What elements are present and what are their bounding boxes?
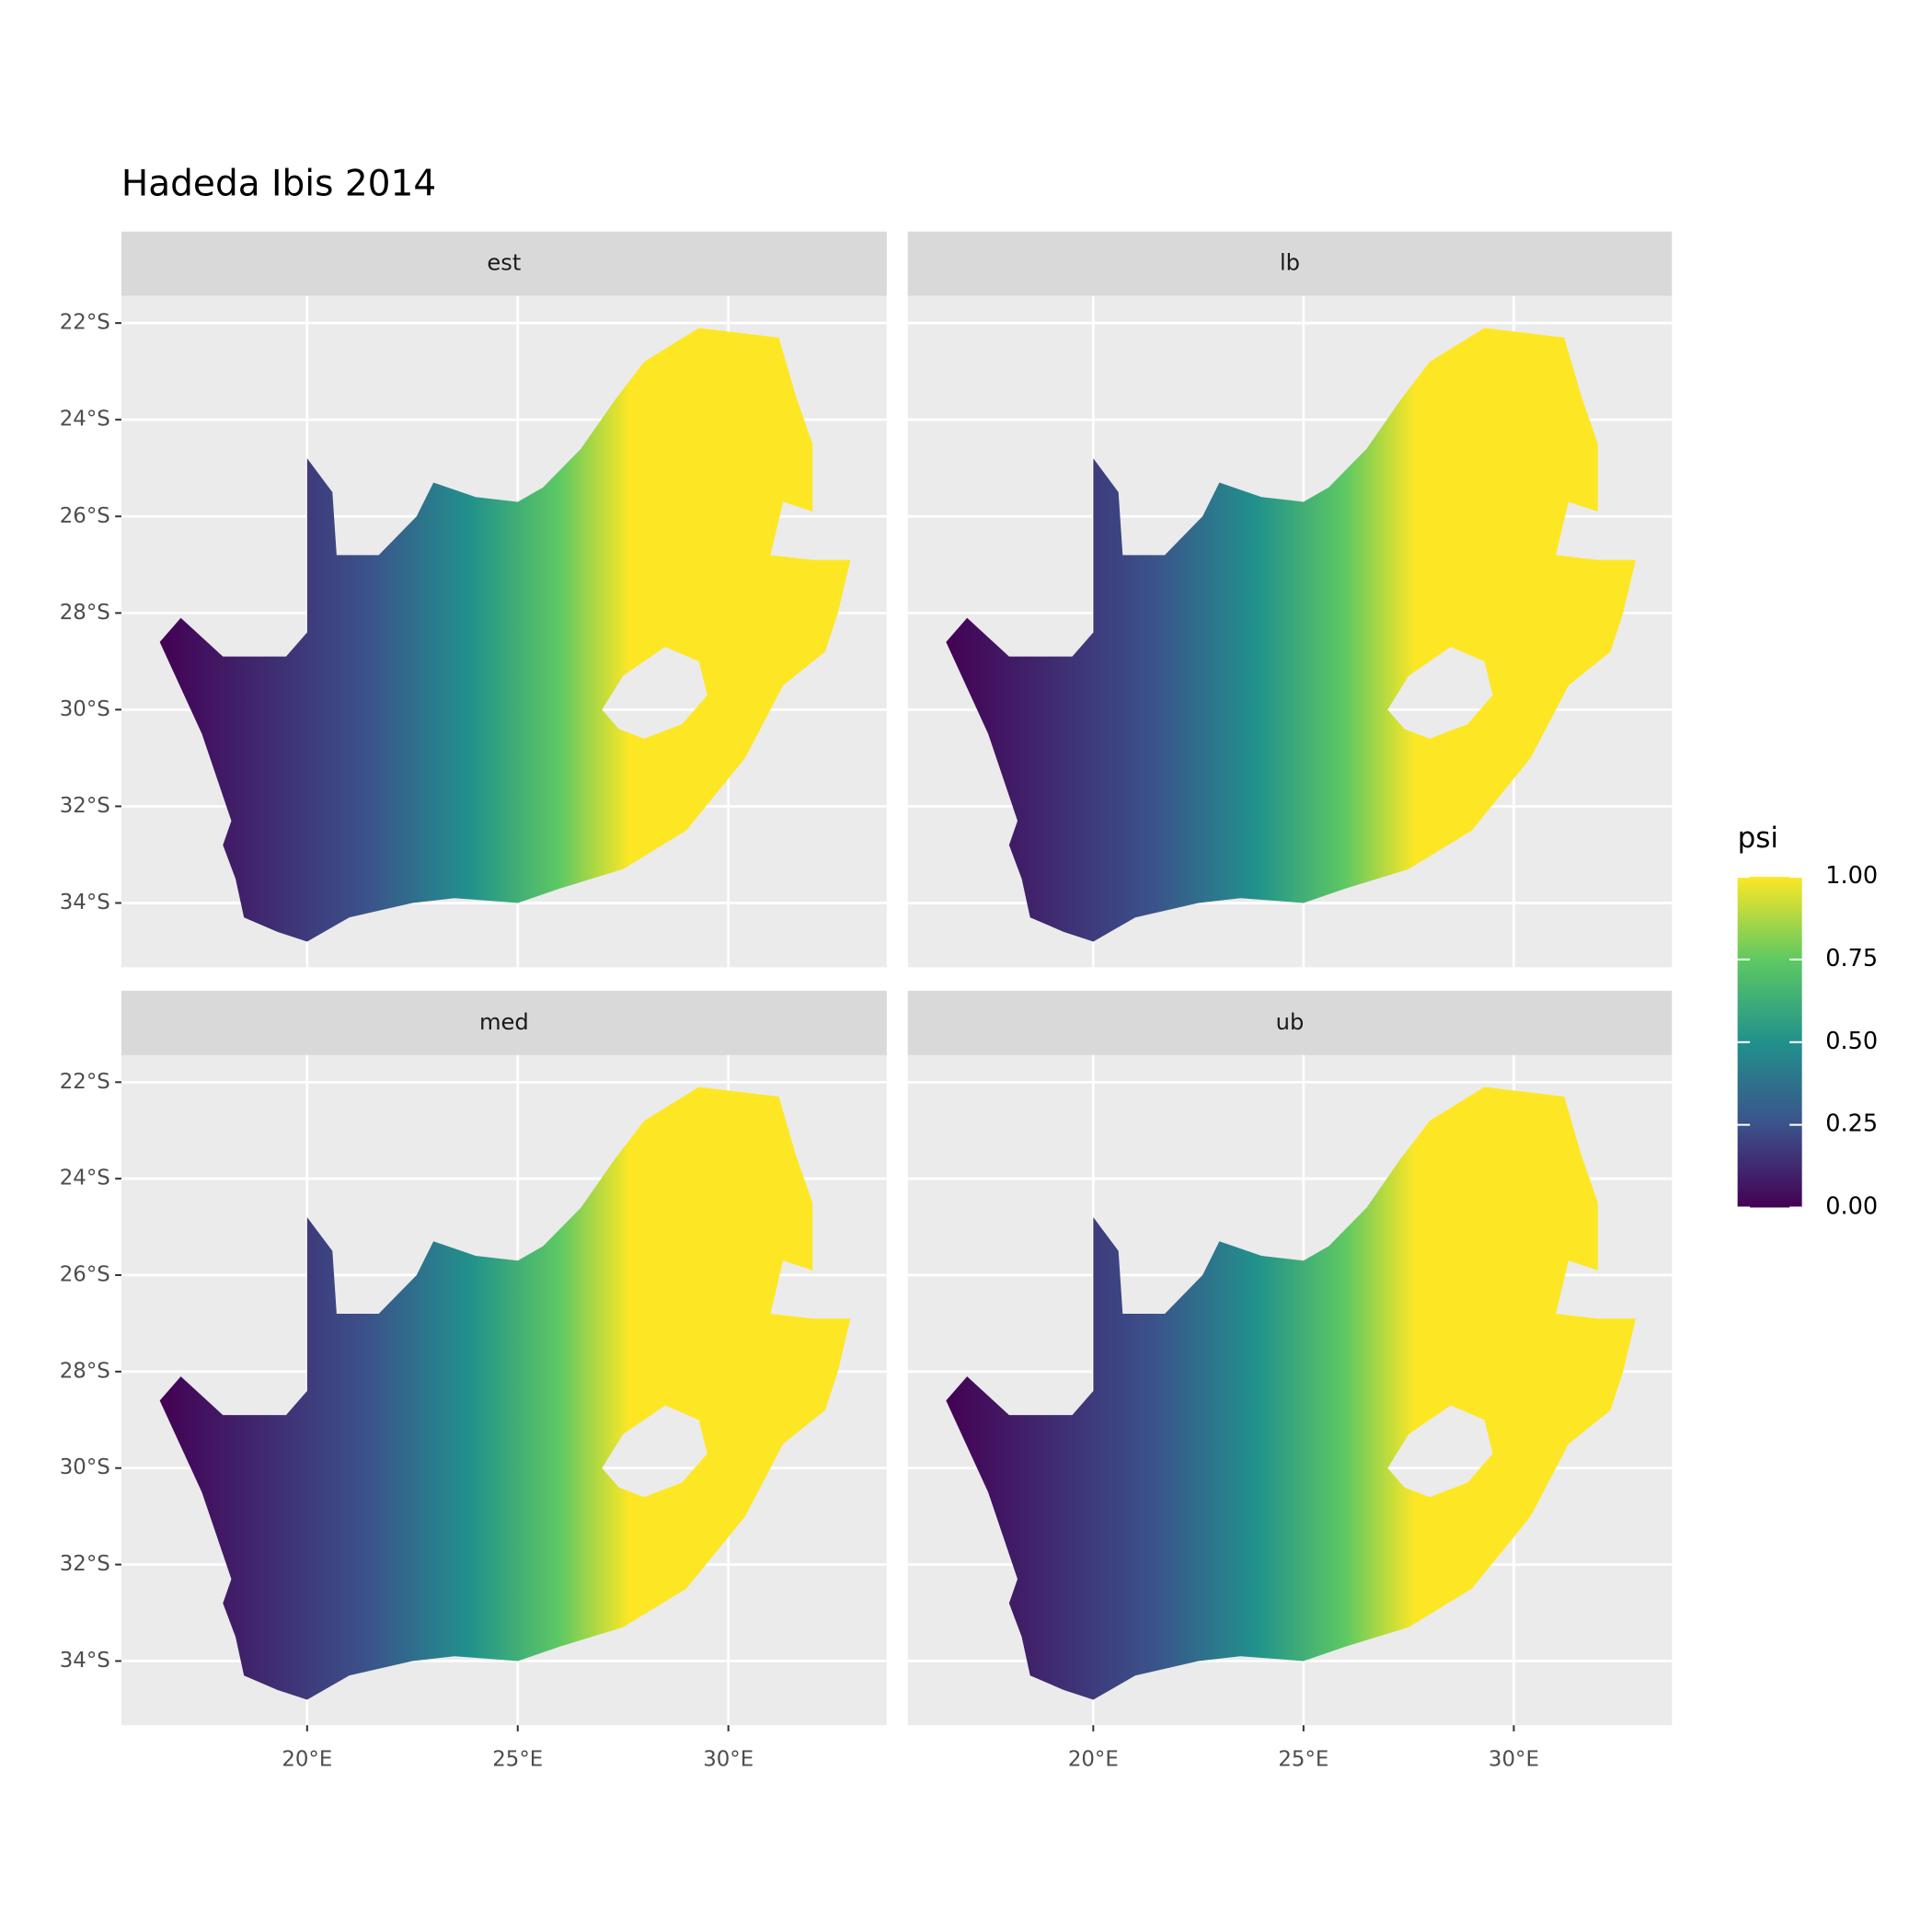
strip-label: lb (1280, 250, 1300, 276)
strip-label: ub (1276, 1009, 1305, 1035)
legend-label: 0.25 (1825, 1110, 1878, 1138)
occupancy-map (946, 328, 1637, 942)
occupancy-map (946, 1087, 1637, 1700)
y-tick-label: 34°S (60, 891, 110, 914)
x-tick-label: 20°E (1068, 1747, 1119, 1771)
y-tick-label: 30°S (60, 697, 110, 721)
legend-label: 0.75 (1825, 945, 1878, 972)
occupancy-map (159, 328, 851, 942)
strip (121, 990, 887, 1055)
x-tick-label: 20°E (282, 1747, 332, 1771)
y-tick-label: 34°S (60, 1649, 110, 1673)
legend-title: psi (1738, 822, 1778, 855)
legend-label: 1.00 (1825, 862, 1878, 890)
occupancy-map (159, 1087, 851, 1700)
y-tick-label: 26°S (60, 1263, 110, 1287)
strip (907, 990, 1673, 1055)
strip-label: med (479, 1009, 529, 1035)
strip (907, 231, 1673, 296)
y-tick-label: 26°S (60, 504, 110, 528)
y-tick-label: 28°S (60, 601, 110, 625)
x-tick-label: 30°E (1489, 1747, 1539, 1771)
x-tick-label: 25°E (1278, 1747, 1328, 1771)
y-tick-label: 32°S (60, 1552, 110, 1576)
y-tick-label: 22°S (60, 1070, 110, 1094)
y-tick-label: 22°S (60, 311, 110, 335)
chart-title: Hadeda Ibis 2014 (121, 163, 436, 204)
y-tick-label: 32°S (60, 794, 110, 818)
legend-label: 0.50 (1825, 1028, 1878, 1055)
x-tick-label: 25°E (492, 1747, 543, 1771)
legend-label: 0.00 (1825, 1193, 1878, 1221)
strip-label: est (487, 250, 521, 276)
y-tick-label: 30°S (60, 1455, 110, 1479)
x-tick-label: 30°E (703, 1747, 753, 1771)
y-tick-label: 24°S (60, 408, 110, 431)
y-tick-label: 28°S (60, 1359, 110, 1383)
y-tick-label: 24°S (60, 1167, 110, 1190)
strip (121, 231, 887, 296)
